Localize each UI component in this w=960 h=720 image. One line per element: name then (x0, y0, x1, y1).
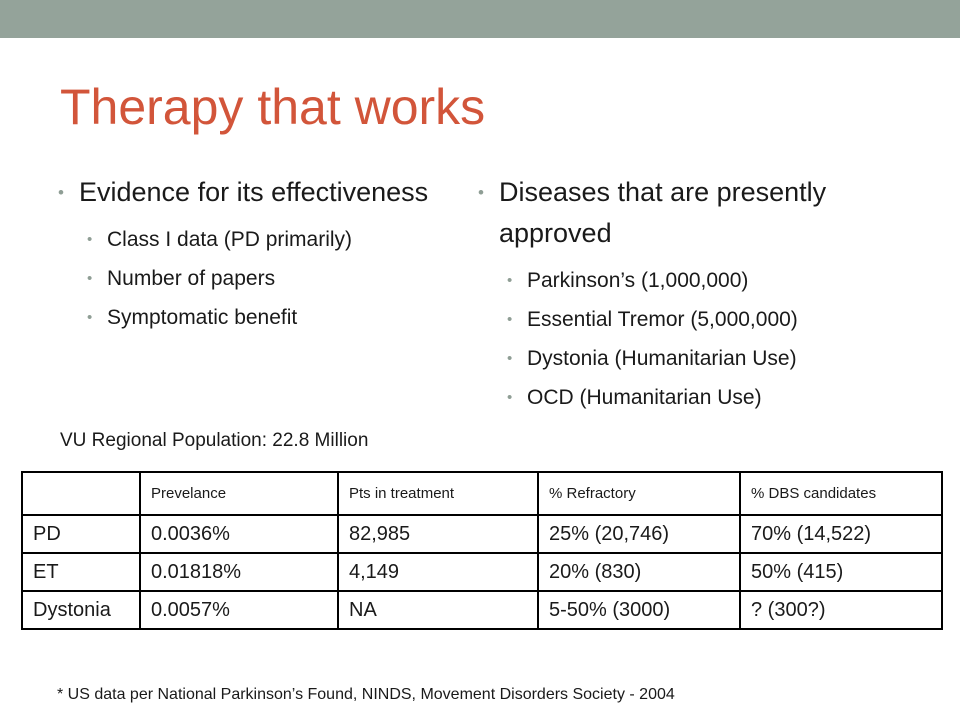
slide-title: Therapy that works (60, 79, 486, 135)
left-item: Number of papers (58, 259, 438, 298)
table-header-cell: Pts in treatment (337, 471, 539, 516)
top-bar (0, 0, 960, 38)
table-header-cell (21, 471, 141, 516)
table-header-cell: % Refractory (537, 471, 741, 516)
table-cell: Dystonia (21, 590, 141, 630)
table-cell: 5-50% (3000) (537, 590, 741, 630)
right-item: OCD (Humanitarian Use) (478, 378, 918, 417)
table-cell: 20% (830) (537, 552, 741, 592)
table-cell: 25% (20,746) (537, 514, 741, 554)
data-table: Prevelance Pts in treatment % Refractory… (21, 471, 943, 630)
population-note: VU Regional Population: 22.8 Million (60, 430, 369, 451)
table-cell: 82,985 (337, 514, 539, 554)
table-cell: 50% (415) (739, 552, 943, 592)
right-heading: Diseases that are presently approved (478, 172, 918, 254)
right-item: Parkinson’s (1,000,000) (478, 261, 918, 300)
right-item: Dystonia (Humanitarian Use) (478, 339, 918, 378)
table-cell: 0.0036% (139, 514, 339, 554)
left-column: Evidence for its effectiveness Class I d… (58, 172, 438, 337)
right-item: Essential Tremor (5,000,000) (478, 300, 918, 339)
table-cell: 4,149 (337, 552, 539, 592)
right-column: Diseases that are presently approved Par… (478, 172, 918, 417)
left-item: Symptomatic benefit (58, 298, 438, 337)
table-cell: ? (300?) (739, 590, 943, 630)
table-cell: 70% (14,522) (739, 514, 943, 554)
table-cell: PD (21, 514, 141, 554)
footnote: * US data per National Parkinson’s Found… (57, 686, 675, 703)
table-cell: 0.0057% (139, 590, 339, 630)
table-cell: ET (21, 552, 141, 592)
table-header-cell: % DBS candidates (739, 471, 943, 516)
left-item: Class I data (PD primarily) (58, 220, 438, 259)
left-heading: Evidence for its effectiveness (58, 172, 438, 213)
table-cell: NA (337, 590, 539, 630)
table-header-cell: Prevelance (139, 471, 339, 516)
table-row: ET 0.01818% 4,149 20% (830) 50% (415) (21, 552, 943, 592)
table-cell: 0.01818% (139, 552, 339, 592)
table-header-row: Prevelance Pts in treatment % Refractory… (21, 471, 943, 516)
table-row: Dystonia 0.0057% NA 5-50% (3000) ? (300?… (21, 590, 943, 630)
table-row: PD 0.0036% 82,985 25% (20,746) 70% (14,5… (21, 514, 943, 554)
